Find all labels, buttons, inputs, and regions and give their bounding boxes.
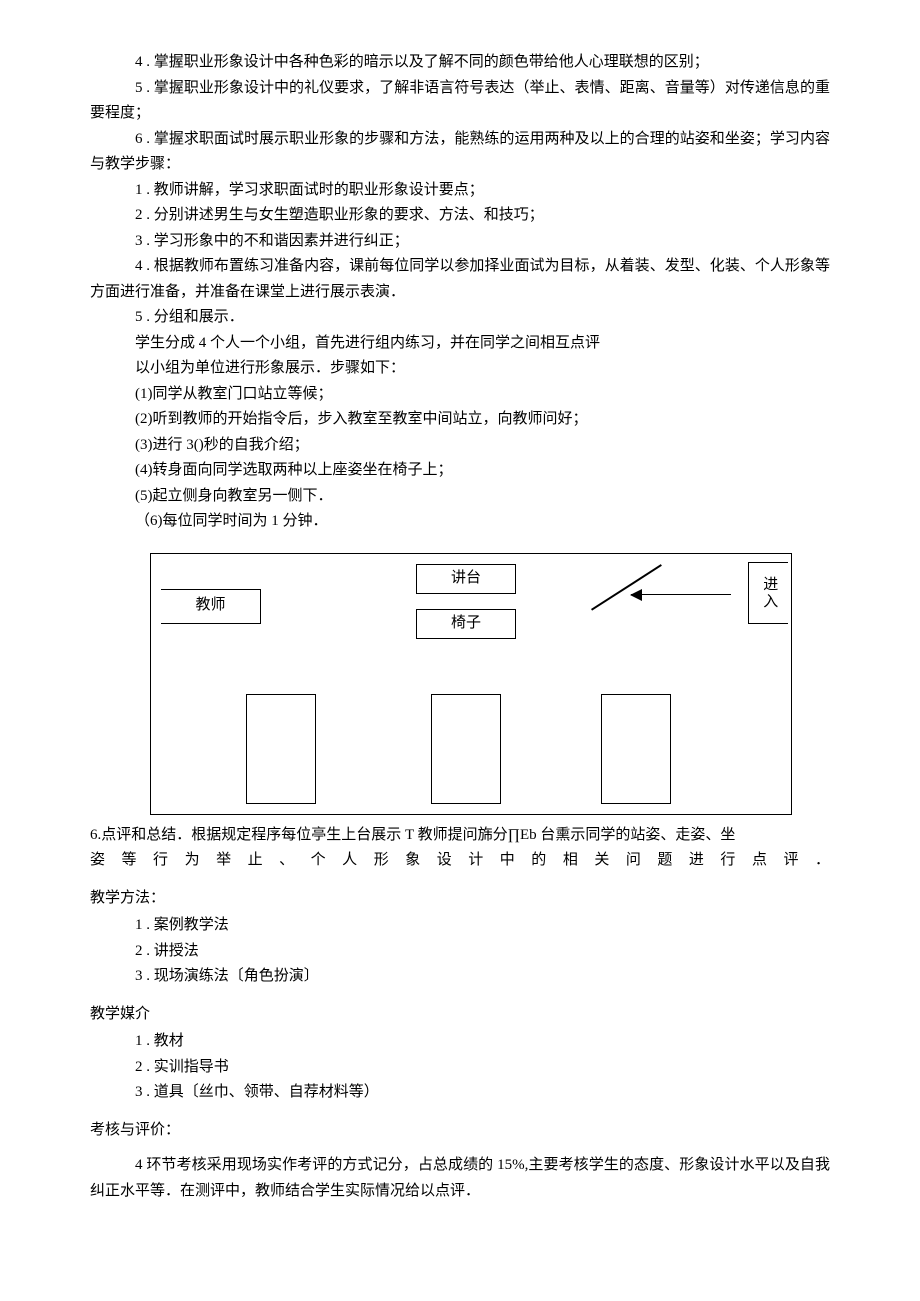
diagram-box-teacher: 教师 (161, 589, 261, 624)
assessment-text: 4 环节考核采用现场实作考评的方式记分，占总成绩的 15%,主要考核学生的态度、… (90, 1153, 830, 1204)
substep-4: (4)转身面向同学选取两种以上座姿坐在椅子上； (90, 458, 830, 484)
review-line-1: 6.点评和总结．根据规定程序每位亭生上台展示 T 教师提问旆分∏Eb 台熏示同学… (90, 823, 830, 849)
method-3: 3 . 现场演练法〔角色扮演〕 (90, 964, 830, 990)
step-1: 1 . 教师讲解，学习求职面试时的职业形象设计要点； (90, 178, 830, 204)
diagram-diagonal-line (591, 564, 662, 610)
diagram-box-desk2 (431, 694, 501, 804)
substep-6: （6)每位同学时间为 1 分钟． (90, 509, 830, 535)
diagram-box-chair: 椅子 (416, 609, 516, 639)
step-5: 5 . 分组和展示． (90, 305, 830, 331)
substep-5: (5)起立侧身向教室另一侧下． (90, 484, 830, 510)
review-line-2: 姿等行为举止、个人形象设计中的相关问题进行点评． (90, 848, 830, 874)
classroom-diagram: 讲台教师椅子 进入 (150, 553, 830, 815)
media-2: 2 . 实训指导书 (90, 1055, 830, 1081)
diagram-box-podium: 讲台 (416, 564, 516, 594)
media-title: 教学媒介 (90, 1002, 830, 1028)
method-1: 1 . 案例教学法 (90, 913, 830, 939)
media-3: 3 . 道具〔丝巾、领带、自荐材料等） (90, 1080, 830, 1106)
diagram-box-desk3 (601, 694, 671, 804)
step-4: 4 . 根据教师布置练习准备内容，课前每位同学以参加择业面试为目标，从着装、发型… (90, 254, 830, 305)
diagram-arrow-line (631, 594, 731, 596)
substep-2: (2)听到教师的开始指令后，步入教室至教室中间站立，向教师问好； (90, 407, 830, 433)
step-2: 2 . 分别讲述男生与女生塑造职业形象的要求、方法、和技巧； (90, 203, 830, 229)
requirement-5: 5 . 掌握职业形象设计中的礼仪要求，了解非语言符号表达（举止、表情、距离、音量… (90, 76, 830, 127)
group-intro-2: 以小组为单位进行形象展示．步骤如下： (90, 356, 830, 382)
substep-1: (1)同学从教室门口站立等候； (90, 382, 830, 408)
media-1: 1 . 教材 (90, 1029, 830, 1055)
methods-title: 教学方法： (90, 886, 830, 912)
requirement-6: 6 . 掌握求职面试时展示职业形象的步骤和方法，能熟练的运用两种及以上的合理的站… (90, 127, 830, 178)
diagram-arrow-head (630, 589, 642, 601)
diagram-box-desk1 (246, 694, 316, 804)
diagram-box-entry: 进入 (748, 562, 788, 624)
step-3: 3 . 学习形象中的不和谐因素并进行纠正； (90, 229, 830, 255)
assessment-title: 考核与评价： (90, 1118, 830, 1144)
group-intro-1: 学生分成 4 个人一个小组，首先进行组内练习，并在同学之间相互点评 (90, 331, 830, 357)
method-2: 2 . 讲授法 (90, 939, 830, 965)
requirement-4: 4 . 掌握职业形象设计中各种色彩的暗示以及了解不同的颜色带给他人心理联想的区别… (90, 50, 830, 76)
substep-3: (3)进行 3()秒的自我介绍； (90, 433, 830, 459)
